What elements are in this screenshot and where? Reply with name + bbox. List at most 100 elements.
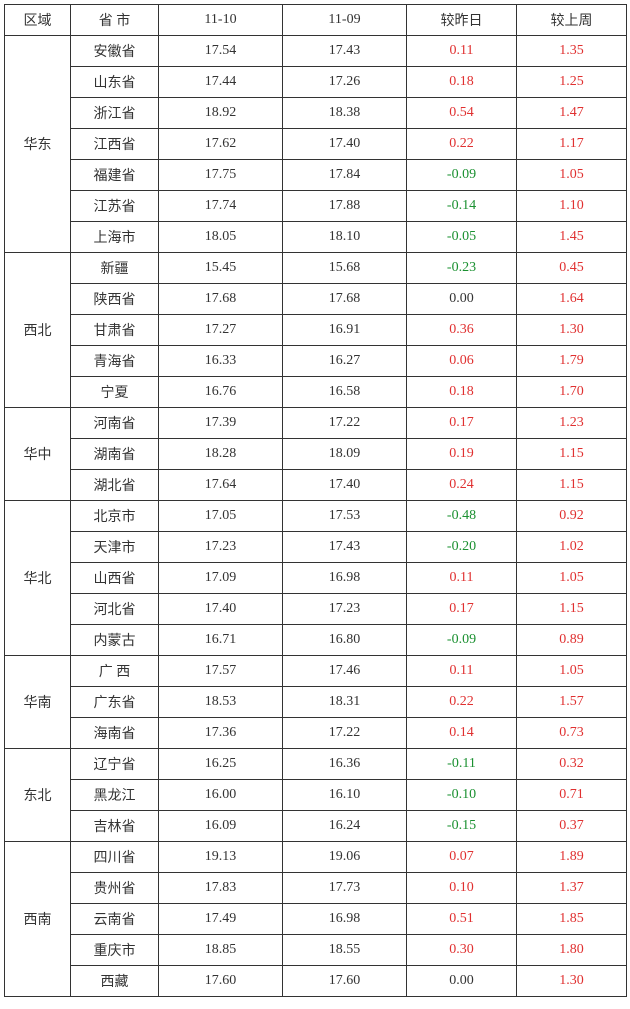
value-d1-cell: 16.76 — [159, 377, 283, 408]
vs-week-cell: 1.64 — [517, 284, 627, 315]
province-cell: 青海省 — [71, 346, 159, 377]
table-row: 黑龙江16.0016.10-0.100.71 — [5, 780, 627, 811]
vs-week-cell: 1.89 — [517, 842, 627, 873]
table-row: 华东安徽省17.5417.430.111.35 — [5, 36, 627, 67]
region-cell: 西南 — [5, 842, 71, 997]
table-row: 湖北省17.6417.400.241.15 — [5, 470, 627, 501]
vs-week-cell: 1.02 — [517, 532, 627, 563]
col-header-region: 区域 — [5, 5, 71, 36]
table-row: 西北新疆15.4515.68-0.230.45 — [5, 253, 627, 284]
vs-day-cell: -0.23 — [407, 253, 517, 284]
table-row: 华北北京市17.0517.53-0.480.92 — [5, 501, 627, 532]
value-d2-cell: 16.27 — [283, 346, 407, 377]
vs-week-cell: 0.45 — [517, 253, 627, 284]
value-d1-cell: 17.83 — [159, 873, 283, 904]
value-d2-cell: 17.22 — [283, 718, 407, 749]
value-d2-cell: 18.31 — [283, 687, 407, 718]
table-row: 云南省17.4916.980.511.85 — [5, 904, 627, 935]
region-cell: 华东 — [5, 36, 71, 253]
vs-week-cell: 1.35 — [517, 36, 627, 67]
value-d1-cell: 16.00 — [159, 780, 283, 811]
vs-day-cell: 0.36 — [407, 315, 517, 346]
value-d1-cell: 17.09 — [159, 563, 283, 594]
vs-day-cell: 0.17 — [407, 594, 517, 625]
value-d2-cell: 17.26 — [283, 67, 407, 98]
col-header-date1: 11-10 — [159, 5, 283, 36]
vs-day-cell: 0.00 — [407, 966, 517, 997]
vs-week-cell: 1.30 — [517, 315, 627, 346]
value-d1-cell: 17.49 — [159, 904, 283, 935]
vs-week-cell: 1.15 — [517, 470, 627, 501]
vs-day-cell: 0.18 — [407, 67, 517, 98]
province-cell: 重庆市 — [71, 935, 159, 966]
value-d1-cell: 16.09 — [159, 811, 283, 842]
vs-day-cell: 0.11 — [407, 656, 517, 687]
vs-week-cell: 1.25 — [517, 67, 627, 98]
vs-week-cell: 1.80 — [517, 935, 627, 966]
province-cell: 甘肃省 — [71, 315, 159, 346]
table-body: 华东安徽省17.5417.430.111.35山东省17.4417.260.18… — [5, 36, 627, 997]
table-row: 华中河南省17.3917.220.171.23 — [5, 408, 627, 439]
vs-day-cell: -0.20 — [407, 532, 517, 563]
vs-week-cell: 0.92 — [517, 501, 627, 532]
value-d1-cell: 17.40 — [159, 594, 283, 625]
table-row: 贵州省17.8317.730.101.37 — [5, 873, 627, 904]
vs-day-cell: 0.11 — [407, 36, 517, 67]
value-d2-cell: 17.68 — [283, 284, 407, 315]
value-d1-cell: 17.27 — [159, 315, 283, 346]
table-row: 东北辽宁省16.2516.36-0.110.32 — [5, 749, 627, 780]
vs-week-cell: 1.57 — [517, 687, 627, 718]
value-d2-cell: 17.88 — [283, 191, 407, 222]
province-cell: 北京市 — [71, 501, 159, 532]
province-cell: 江西省 — [71, 129, 159, 160]
value-d1-cell: 18.92 — [159, 98, 283, 129]
value-d1-cell: 16.71 — [159, 625, 283, 656]
value-d2-cell: 16.10 — [283, 780, 407, 811]
province-cell: 江苏省 — [71, 191, 159, 222]
vs-day-cell: -0.09 — [407, 625, 517, 656]
value-d1-cell: 18.05 — [159, 222, 283, 253]
region-cell: 华南 — [5, 656, 71, 749]
province-cell: 湖北省 — [71, 470, 159, 501]
table-row: 华南广 西17.5717.460.111.05 — [5, 656, 627, 687]
value-d2-cell: 16.98 — [283, 563, 407, 594]
table-row: 海南省17.3617.220.140.73 — [5, 718, 627, 749]
table-row: 青海省16.3316.270.061.79 — [5, 346, 627, 377]
table-header-row: 区域 省 市 11-10 11-09 较昨日 较上周 — [5, 5, 627, 36]
value-d1-cell: 17.23 — [159, 532, 283, 563]
value-d2-cell: 18.55 — [283, 935, 407, 966]
value-d2-cell: 15.68 — [283, 253, 407, 284]
value-d1-cell: 16.25 — [159, 749, 283, 780]
province-cell: 海南省 — [71, 718, 159, 749]
value-d1-cell: 17.75 — [159, 160, 283, 191]
table-row: 天津市17.2317.43-0.201.02 — [5, 532, 627, 563]
vs-week-cell: 1.23 — [517, 408, 627, 439]
table-row: 陕西省17.6817.680.001.64 — [5, 284, 627, 315]
col-header-vs-day: 较昨日 — [407, 5, 517, 36]
table-row: 山西省17.0916.980.111.05 — [5, 563, 627, 594]
province-cell: 上海市 — [71, 222, 159, 253]
vs-day-cell: 0.51 — [407, 904, 517, 935]
table-row: 重庆市18.8518.550.301.80 — [5, 935, 627, 966]
vs-week-cell: 1.17 — [517, 129, 627, 160]
value-d1-cell: 17.39 — [159, 408, 283, 439]
value-d2-cell: 19.06 — [283, 842, 407, 873]
vs-week-cell: 1.85 — [517, 904, 627, 935]
table-row: 浙江省18.9218.380.541.47 — [5, 98, 627, 129]
vs-week-cell: 1.15 — [517, 594, 627, 625]
province-cell: 贵州省 — [71, 873, 159, 904]
col-header-province: 省 市 — [71, 5, 159, 36]
province-cell: 山西省 — [71, 563, 159, 594]
table-row: 山东省17.4417.260.181.25 — [5, 67, 627, 98]
vs-day-cell: 0.22 — [407, 687, 517, 718]
table-row: 内蒙古16.7116.80-0.090.89 — [5, 625, 627, 656]
table-row: 江苏省17.7417.88-0.141.10 — [5, 191, 627, 222]
region-cell: 华北 — [5, 501, 71, 656]
province-cell: 河北省 — [71, 594, 159, 625]
value-d1-cell: 16.33 — [159, 346, 283, 377]
value-d1-cell: 17.54 — [159, 36, 283, 67]
province-cell: 吉林省 — [71, 811, 159, 842]
vs-day-cell: -0.05 — [407, 222, 517, 253]
province-cell: 陕西省 — [71, 284, 159, 315]
vs-day-cell: 0.17 — [407, 408, 517, 439]
